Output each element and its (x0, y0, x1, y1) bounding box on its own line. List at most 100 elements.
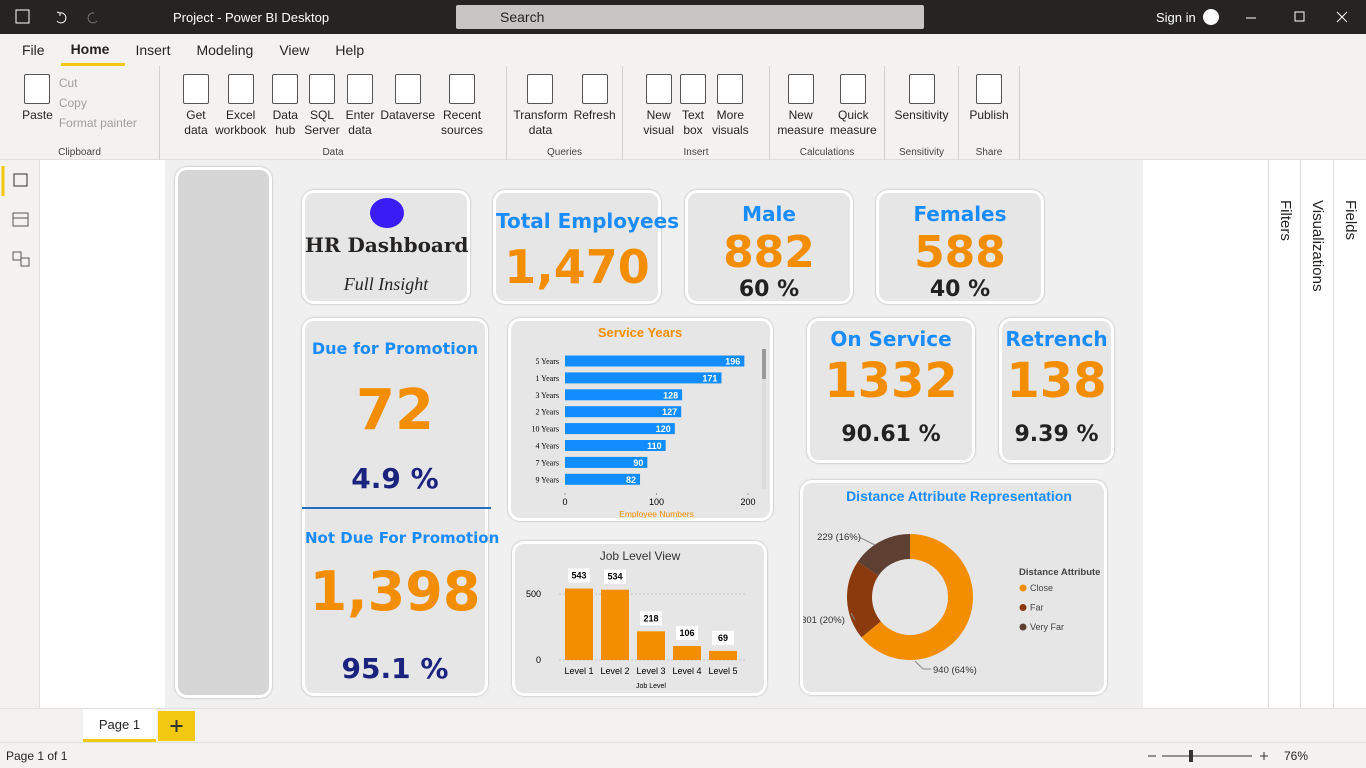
button-label[interactable]: Get data (184, 108, 208, 137)
category-label: 1 Years (535, 374, 559, 383)
add-page[interactable] (158, 711, 195, 741)
kpi-label: Females (913, 202, 1007, 226)
x-tick-label: 0 (562, 497, 567, 507)
ribbon-button[interactable]: Refresh (574, 74, 616, 160)
ribbon-button[interactable]: New measure (777, 74, 824, 160)
ribbon-button[interactable]: Text box (680, 74, 706, 160)
ribbon-button[interactable]: Copy (58, 96, 87, 110)
value-label-box (604, 569, 626, 584)
button-label[interactable]: Enter data (345, 108, 375, 137)
button-label[interactable]: Excel workbook (214, 108, 267, 137)
button-label[interactable]: Text box (681, 108, 704, 137)
ribbon-group: Paste Cut Copy Format painter Clipboard (0, 66, 160, 160)
pane-label[interactable]: Filters (1277, 200, 1294, 241)
button-label[interactable]: More visuals (712, 108, 749, 137)
menu-tab[interactable]: File (22, 42, 45, 58)
page-tab[interactable]: Page 1 (83, 709, 156, 742)
button-icon (394, 74, 421, 104)
ribbon-button[interactable]: Sensitivity (894, 74, 949, 160)
window-title: Project - Power BI Desktop (173, 10, 330, 25)
ribbon-button[interactable]: Excel workbook (215, 74, 266, 160)
button-icon (975, 74, 1002, 104)
ribbon-button[interactable]: Paste (22, 74, 53, 160)
ribbon-button[interactable]: Data hub (272, 74, 299, 160)
menu-tab[interactable]: Modeling (196, 42, 254, 58)
ribbon-button[interactable]: Recent sources (441, 74, 483, 160)
value-label-box (640, 611, 662, 626)
menu-tab[interactable]: Insert (135, 42, 171, 58)
ribbon-button[interactable]: New visual (643, 74, 674, 160)
button-label[interactable]: New measure (777, 108, 824, 137)
y-tick-label: 0 (536, 655, 541, 665)
divider (302, 507, 491, 509)
ribbon-button[interactable]: Publish (969, 74, 1009, 160)
pane-label[interactable]: Fields (1342, 200, 1359, 241)
kpi-card: Females 588 40 % (876, 190, 1044, 304)
button-label[interactable]: Quick measure (830, 108, 877, 137)
group-label: Calculations (799, 147, 855, 158)
x-tick-label: Level 4 (672, 666, 701, 676)
bar (565, 588, 593, 660)
sign-in-toggle[interactable] (1203, 9, 1219, 25)
filters-pane[interactable]: Filters (1268, 160, 1301, 708)
ribbon-button[interactable]: Get data (182, 74, 209, 160)
menu-tab[interactable]: View (279, 42, 310, 58)
button-label[interactable]: Recent sources (441, 108, 484, 137)
sign-in[interactable]: Sign in (1156, 10, 1196, 25)
button-icon (346, 74, 373, 104)
ribbon-button[interactable]: More visuals (712, 74, 749, 160)
fields-pane[interactable]: Fields (1333, 160, 1366, 708)
button-label[interactable]: Paste (22, 108, 53, 122)
ribbon-button[interactable]: Cut (58, 76, 78, 90)
ribbon-button[interactable]: Transform data (513, 74, 568, 160)
kpi-value: 882 (723, 227, 815, 278)
leader-line (858, 536, 876, 546)
card-subtitle: Full Insight (343, 274, 429, 294)
button-label[interactable]: SQL Server (304, 108, 340, 137)
kpi-label: Due for Promotion (311, 339, 479, 358)
pane-label[interactable]: Visualizations (1309, 200, 1326, 292)
ribbon-button[interactable]: Quick measure (830, 74, 877, 160)
kpi-card: On Service 1332 90.61 % (807, 318, 975, 463)
button-label[interactable]: Dataverse (380, 108, 436, 122)
ribbon-button[interactable]: Enter data (345, 74, 375, 160)
legend-label: Close (1030, 583, 1053, 593)
search-box[interactable]: Search (456, 5, 924, 29)
button-label[interactable]: Refresh (573, 108, 616, 122)
button-label[interactable]: Sensitivity (894, 108, 949, 122)
kpi-percent: 95.1 % (341, 652, 449, 685)
ribbon-button[interactable]: Dataverse (380, 74, 435, 160)
menu-tab[interactable]: Home (60, 34, 126, 66)
value-label: 90 (633, 458, 643, 468)
x-tick-label: 200 (740, 497, 755, 507)
view-icons (1, 166, 30, 267)
bar (709, 650, 737, 660)
button-label[interactable]: Data hub (272, 108, 298, 137)
legend-label: Far (1030, 603, 1044, 613)
bar (565, 372, 722, 384)
button-icon (272, 74, 299, 104)
status-bar: Page 1 of 1 76% (0, 742, 1366, 768)
category-label: 10 Years (531, 425, 559, 434)
chart-title: Job Level View (600, 549, 681, 563)
ribbon-button[interactable]: Format painter (58, 116, 137, 130)
button-icon (645, 74, 672, 104)
button-label[interactable]: Transform data (513, 108, 568, 137)
donut-slice (857, 534, 910, 576)
x-tick-label: 100 (649, 497, 664, 507)
x-tick-label: Level 1 (564, 666, 593, 676)
button-label[interactable]: New visual (643, 108, 674, 137)
zoom-slider[interactable] (1140, 747, 1275, 765)
value-label: 69 (718, 633, 728, 643)
button-label[interactable]: Publish (969, 108, 1009, 122)
menu-tab[interactable]: Help (335, 42, 365, 58)
kpi-value: 138 (1006, 353, 1107, 409)
ribbon-group: Get data Excel workbook Data hub SQL Server… (160, 66, 507, 160)
menu-bar: File Home Insert Modeling View Help (0, 34, 1366, 66)
title-bar: Project - Power BI Desktop Search Sign i… (0, 0, 1366, 34)
button-icon (840, 74, 867, 104)
kpi-percent: 40 % (929, 277, 991, 302)
ribbon-button[interactable]: SQL Server (304, 74, 340, 160)
kpi-percent: 60 % (738, 277, 800, 302)
visualizations-pane[interactable]: Visualizations (1300, 160, 1333, 708)
